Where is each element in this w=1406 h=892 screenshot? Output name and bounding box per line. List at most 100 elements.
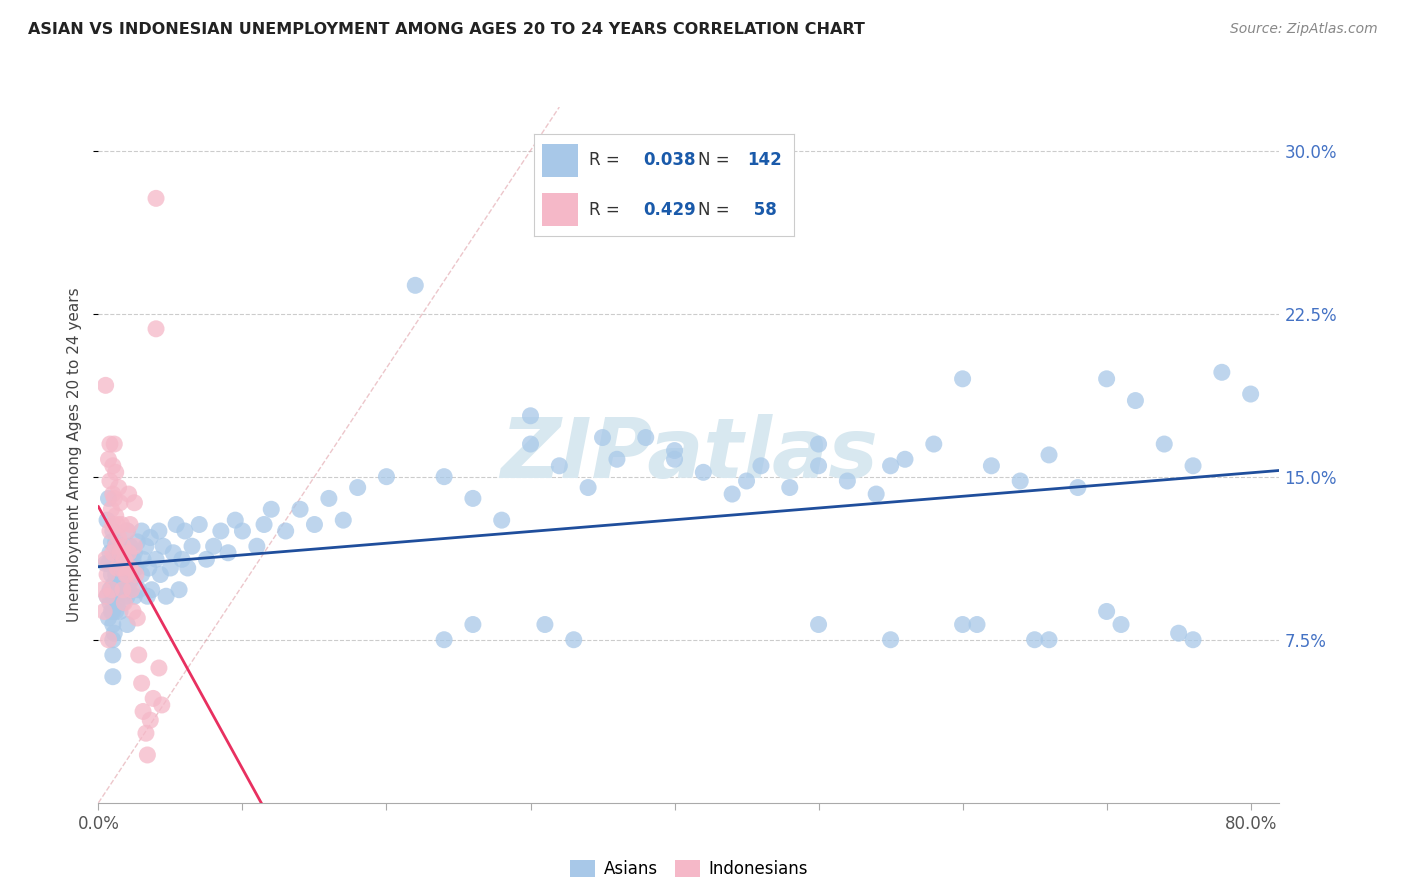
Point: [162, 546, 184, 560]
Point: [94, 557, 117, 571]
Point: [94, 552, 117, 566]
Point: [98, 437, 121, 451]
Point: [1211, 365, 1233, 379]
Point: [173, 524, 195, 538]
Text: ASIAN VS INDONESIAN UNEMPLOYMENT AMONG AGES 20 TO 24 YEARS CORRELATION CHART: ASIAN VS INDONESIAN UNEMPLOYMENT AMONG A…: [28, 22, 865, 37]
Point: [375, 469, 398, 483]
Point: [105, 546, 128, 560]
Point: [148, 661, 170, 675]
Point: [91, 582, 114, 597]
Point: [1182, 632, 1205, 647]
Point: [115, 589, 138, 603]
Point: [1240, 387, 1263, 401]
FancyBboxPatch shape: [543, 194, 578, 226]
Point: [96, 589, 118, 603]
Point: [879, 458, 901, 473]
Point: [105, 596, 128, 610]
Point: [138, 561, 160, 575]
Point: [124, 539, 146, 553]
Point: [101, 589, 124, 603]
Point: [461, 617, 484, 632]
Point: [112, 596, 135, 610]
Point: [110, 517, 132, 532]
Point: [115, 617, 138, 632]
Point: [145, 191, 167, 205]
Point: [152, 539, 174, 553]
Point: [139, 713, 162, 727]
Point: [1095, 605, 1118, 619]
Point: [110, 561, 132, 575]
Point: [141, 582, 163, 597]
Point: [101, 458, 124, 473]
Point: [101, 578, 124, 592]
Point: [1125, 393, 1147, 408]
Point: [105, 561, 128, 575]
Point: [149, 567, 172, 582]
Point: [721, 487, 744, 501]
Point: [94, 378, 117, 392]
Point: [122, 605, 145, 619]
Point: [105, 517, 128, 532]
Point: [120, 539, 142, 553]
Point: [127, 535, 149, 549]
Point: [879, 632, 901, 647]
Point: [664, 452, 686, 467]
Point: [103, 589, 125, 603]
Point: [98, 596, 121, 610]
Point: [120, 574, 142, 588]
Point: [779, 481, 801, 495]
Point: [96, 513, 118, 527]
Text: R =: R =: [589, 152, 624, 169]
Point: [735, 474, 758, 488]
Point: [1109, 617, 1132, 632]
Point: [288, 502, 311, 516]
Point: [139, 531, 162, 545]
Text: ZIPatlas: ZIPatlas: [501, 415, 877, 495]
Point: [952, 617, 974, 632]
Point: [114, 567, 136, 582]
Point: [98, 524, 121, 538]
Point: [118, 487, 141, 501]
Point: [1038, 632, 1060, 647]
Point: [120, 561, 142, 575]
Point: [101, 670, 124, 684]
Point: [318, 491, 340, 506]
Point: [96, 567, 118, 582]
Point: [131, 676, 153, 690]
Text: N =: N =: [699, 152, 735, 169]
Point: [115, 567, 138, 582]
Point: [404, 278, 426, 293]
Point: [100, 535, 122, 549]
Point: [135, 539, 157, 553]
Point: [104, 535, 127, 549]
Point: [145, 552, 167, 566]
Point: [118, 582, 141, 597]
Text: R =: R =: [589, 201, 624, 219]
Point: [97, 557, 120, 571]
Point: [118, 546, 141, 560]
Point: [112, 546, 135, 560]
Point: [98, 546, 121, 560]
Point: [132, 705, 155, 719]
Point: [491, 513, 513, 527]
Point: [101, 546, 124, 560]
Point: [145, 322, 167, 336]
Point: [837, 474, 859, 488]
Text: N =: N =: [699, 201, 735, 219]
Point: [103, 626, 125, 640]
Text: Source: ZipAtlas.com: Source: ZipAtlas.com: [1230, 22, 1378, 37]
Point: [115, 524, 138, 538]
Point: [104, 605, 127, 619]
Point: [181, 539, 204, 553]
FancyBboxPatch shape: [543, 145, 578, 177]
Point: [246, 539, 269, 553]
Point: [111, 582, 134, 597]
Point: [124, 496, 146, 510]
Point: [150, 698, 173, 712]
Point: [121, 567, 143, 582]
Text: 58: 58: [748, 201, 776, 219]
Point: [120, 517, 142, 532]
Point: [107, 539, 129, 553]
Point: [1067, 481, 1090, 495]
Point: [108, 496, 131, 510]
